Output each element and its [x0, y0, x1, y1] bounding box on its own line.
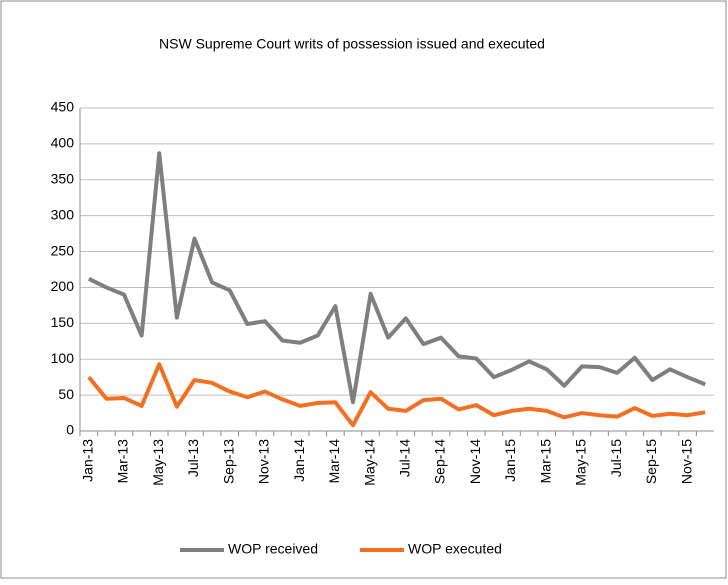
- x-tick-label: Jul-14: [397, 439, 413, 477]
- chart-title: NSW Supreme Court writs of possession is…: [159, 36, 545, 52]
- x-tick-label: Nov-15: [678, 439, 694, 484]
- x-tick-label: Sep-13: [220, 439, 236, 484]
- x-tick-label: Jul-13: [185, 439, 201, 477]
- x-tick-label: Mar-15: [537, 439, 553, 484]
- x-tick-label: Jan-15: [502, 439, 518, 482]
- x-tick-label: Jul-15: [608, 439, 624, 477]
- x-tick-label: May-13: [150, 439, 166, 486]
- y-tick-label: 350: [51, 170, 75, 186]
- x-tick-label: Nov-13: [256, 439, 272, 484]
- y-tick-label: 250: [51, 242, 75, 258]
- x-tick-label: May-15: [573, 439, 589, 486]
- y-tick-label: 50: [58, 386, 74, 402]
- x-tick-label: Sep-15: [643, 439, 659, 484]
- x-tick-label: Mar-14: [326, 439, 342, 484]
- x-tick-label: Jan-13: [80, 439, 96, 482]
- y-tick-label: 450: [51, 99, 75, 115]
- x-tick-label: Mar-13: [115, 439, 131, 484]
- legend-label: WOP executed: [408, 541, 502, 557]
- legend-label: WOP received: [228, 541, 318, 557]
- y-tick-label: 100: [51, 350, 75, 366]
- series-line: [87, 151, 706, 405]
- x-tick-label: Jan-14: [291, 439, 307, 482]
- y-tick-label: 150: [51, 314, 75, 330]
- x-tick-label: May-14: [361, 439, 377, 486]
- x-tick-label: Nov-14: [467, 439, 483, 484]
- y-tick-label: 400: [51, 135, 75, 151]
- series-line: [87, 362, 706, 428]
- x-tick-label: Sep-14: [432, 439, 448, 484]
- y-tick-label: 200: [51, 278, 75, 294]
- y-tick-label: 300: [51, 206, 75, 222]
- y-tick-label: 0: [66, 422, 74, 438]
